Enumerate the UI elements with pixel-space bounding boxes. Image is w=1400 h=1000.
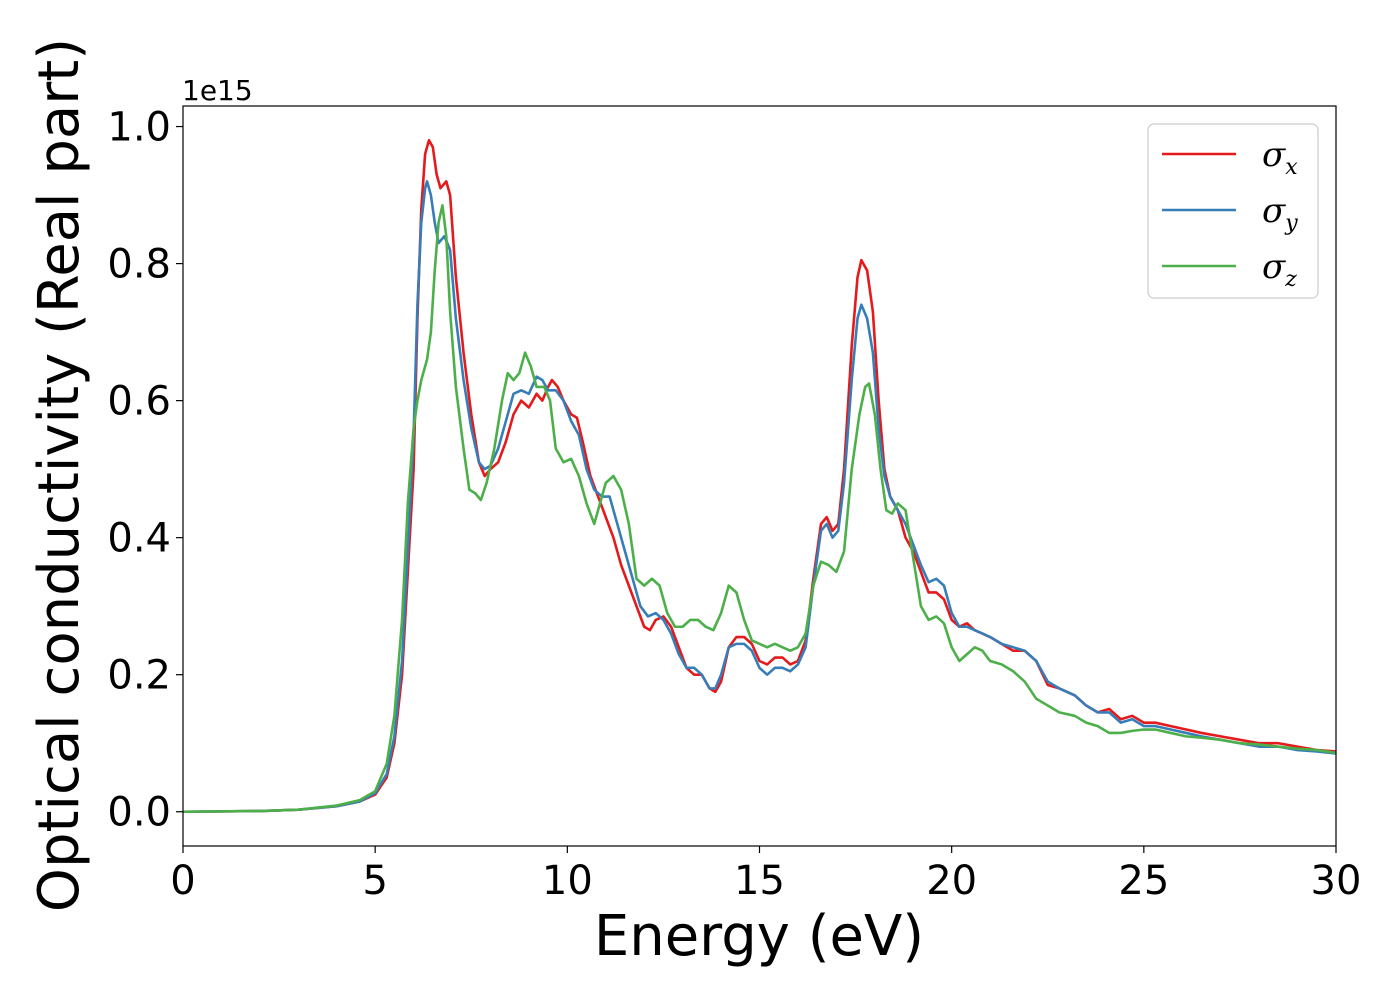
legend-symbol: σ — [1262, 247, 1286, 287]
series-line-y — [183, 180, 1336, 814]
x-tick-label: 20 — [926, 858, 977, 904]
legend-subscript: y — [1284, 211, 1298, 236]
x-axis-title: Energy (eV) — [594, 904, 924, 969]
y-tick-label: 0.4 — [107, 516, 171, 562]
x-tick-label: 5 — [362, 858, 387, 904]
x-tick-label: 30 — [1311, 858, 1362, 904]
y-axis: 0.0 0.2 0.4 0.6 0.8 1.0 — [107, 105, 183, 836]
y-tick-label: 0.0 — [107, 790, 171, 836]
legend-label-x: σx — [1262, 135, 1298, 180]
y-tick-label: 0.6 — [107, 379, 171, 425]
y-tick-label: 0.2 — [107, 653, 171, 699]
legend-subscript: z — [1284, 267, 1297, 292]
legend-label-z: σz — [1262, 247, 1297, 292]
x-tick-label: 0 — [170, 858, 195, 904]
y-tick-label: 1.0 — [107, 105, 171, 151]
x-tick-label: 25 — [1118, 858, 1169, 904]
legend-symbol: σ — [1262, 135, 1286, 175]
legend-subscript: x — [1285, 155, 1298, 180]
x-tick-label: 15 — [734, 858, 785, 904]
x-axis: 0 5 10 15 20 25 30 — [170, 846, 1361, 904]
x-tick-label: 10 — [542, 858, 593, 904]
legend-symbol: σ — [1262, 191, 1286, 231]
series-line-z — [183, 204, 1336, 814]
y-axis-title: Optical conductivity (Real part) — [27, 38, 92, 912]
legend-label-y: σy — [1262, 191, 1298, 236]
y-offset-label: 1e15 — [182, 74, 253, 107]
series-layer — [183, 138, 1336, 814]
y-tick-label: 0.8 — [107, 242, 171, 288]
